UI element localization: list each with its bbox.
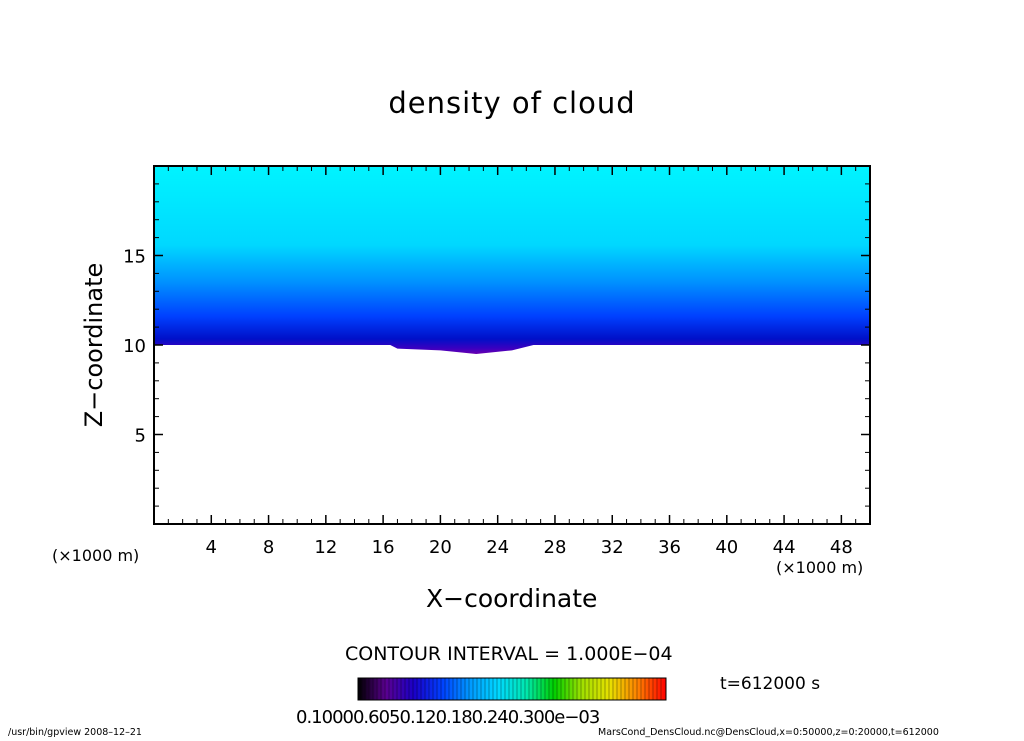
x-tick-label: 40 xyxy=(715,537,738,558)
time-label: t=612000 s xyxy=(720,674,821,694)
x-tick-label: 24 xyxy=(486,537,509,558)
footer-right: MarsCond_DensCloud.nc@DensCloud,x=0:5000… xyxy=(598,727,939,738)
z-unit-label: (×1000 m) xyxy=(52,546,140,565)
cloud-density-field xyxy=(154,166,870,354)
colorbar xyxy=(357,677,667,701)
x-axis-ticks: 4 8 12 16 20 24 28 32 36 40 44 48 xyxy=(167,166,857,558)
y-tick-label: 5 xyxy=(135,426,146,447)
x-tick-label: 16 xyxy=(372,537,395,558)
contour-interval: CONTOUR INTERVAL = 1.000E−04 xyxy=(345,643,673,665)
x-unit-label: (×1000 m) xyxy=(776,558,864,577)
x-axis-label: X−coordinate xyxy=(426,584,598,613)
chart-title: density of cloud xyxy=(388,86,636,120)
y-axis-label: Z−coordinate xyxy=(80,262,108,428)
x-tick-label: 28 xyxy=(544,537,567,558)
x-tick-label: 48 xyxy=(830,537,853,558)
y-tick-label: 10 xyxy=(123,336,146,357)
x-tick-label: 8 xyxy=(263,537,274,558)
x-tick-label: 32 xyxy=(601,537,624,558)
x-tick-label: 36 xyxy=(658,537,681,558)
colorbar-labels: 0.10000.6050.120.180.240.300e−03 xyxy=(296,707,600,728)
cloud-density-region xyxy=(154,166,870,354)
x-tick-label: 12 xyxy=(314,537,337,558)
x-tick-label: 44 xyxy=(773,537,796,558)
colorbar-stripes xyxy=(360,678,662,700)
footer-left: /usr/bin/gpview 2008–12–21 xyxy=(8,727,142,738)
x-tick-label: 4 xyxy=(206,537,217,558)
x-tick-label: 20 xyxy=(429,537,452,558)
y-axis-ticks: 5 10 15 xyxy=(123,183,870,507)
y-tick-label: 15 xyxy=(123,247,146,268)
